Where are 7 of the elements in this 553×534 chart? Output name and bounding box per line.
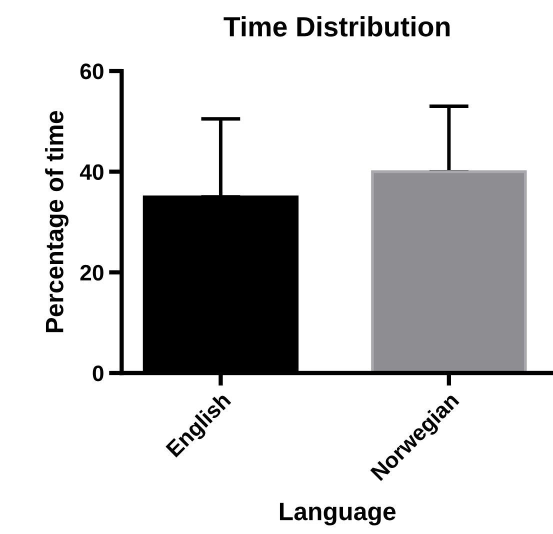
y-tick-label: 60	[80, 64, 104, 80]
y-tick-label: 0	[92, 366, 104, 382]
x-axis-title: Language	[280, 502, 396, 526]
y-axis-title: Percentage of time	[45, 111, 68, 332]
chart-title: Time Distribution	[224, 16, 450, 37]
y-tick-label: 20	[80, 264, 104, 281]
y-tick-label: 40	[80, 164, 104, 180]
